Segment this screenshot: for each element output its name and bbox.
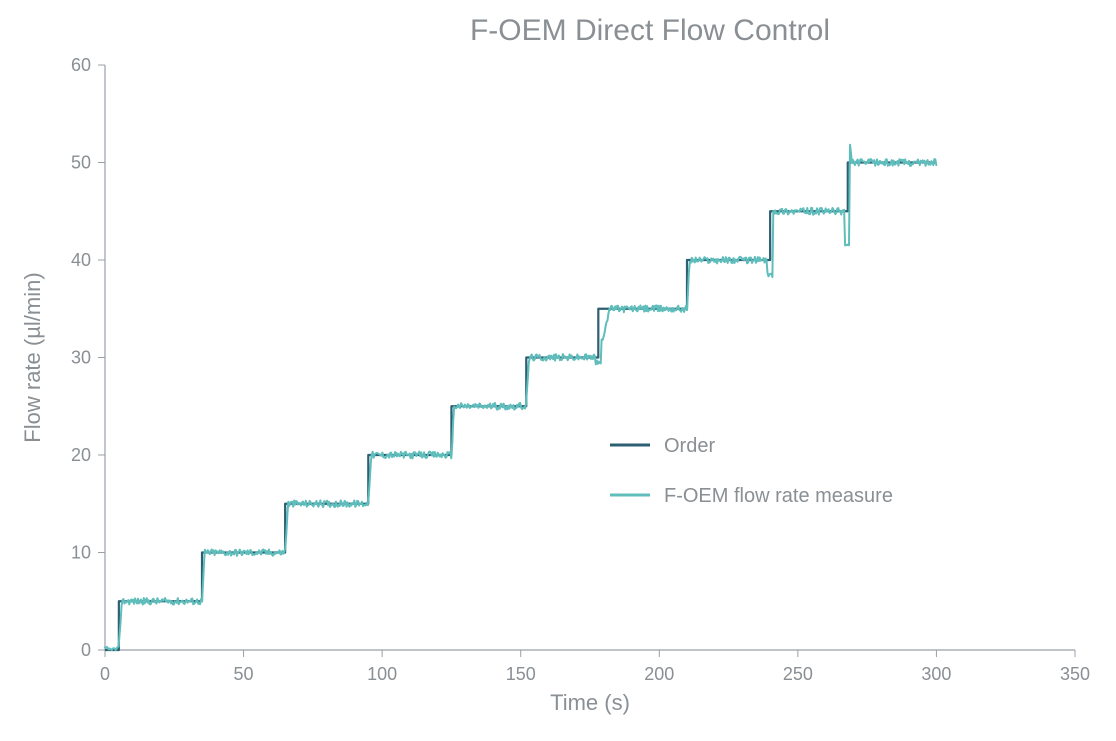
- x-axis-label: Time (s): [550, 690, 630, 715]
- x-tick-label: 350: [1060, 664, 1090, 684]
- y-tick-label: 30: [71, 348, 91, 368]
- line-chart: F-OEM Direct Flow Control050100150200250…: [0, 0, 1116, 741]
- x-tick-label: 100: [367, 664, 397, 684]
- x-tick-label: 50: [234, 664, 254, 684]
- legend-label: F-OEM flow rate measure: [664, 485, 893, 507]
- y-tick-label: 20: [71, 445, 91, 465]
- y-tick-label: 40: [71, 250, 91, 270]
- x-tick-label: 300: [921, 664, 951, 684]
- x-tick-label: 250: [783, 664, 813, 684]
- y-tick-label: 50: [71, 153, 91, 173]
- y-tick-label: 60: [71, 55, 91, 75]
- x-tick-label: 200: [644, 664, 674, 684]
- y-tick-label: 0: [81, 640, 91, 660]
- legend-label: Order: [664, 435, 715, 457]
- chart-title: F-OEM Direct Flow Control: [470, 14, 830, 47]
- series-measured: [105, 145, 936, 650]
- chart-container: F-OEM Direct Flow Control050100150200250…: [0, 0, 1116, 741]
- y-axis-label: Flow rate (µl/min): [20, 272, 45, 442]
- x-tick-label: 0: [100, 664, 110, 684]
- y-tick-label: 10: [71, 543, 91, 563]
- x-tick-label: 150: [506, 664, 536, 684]
